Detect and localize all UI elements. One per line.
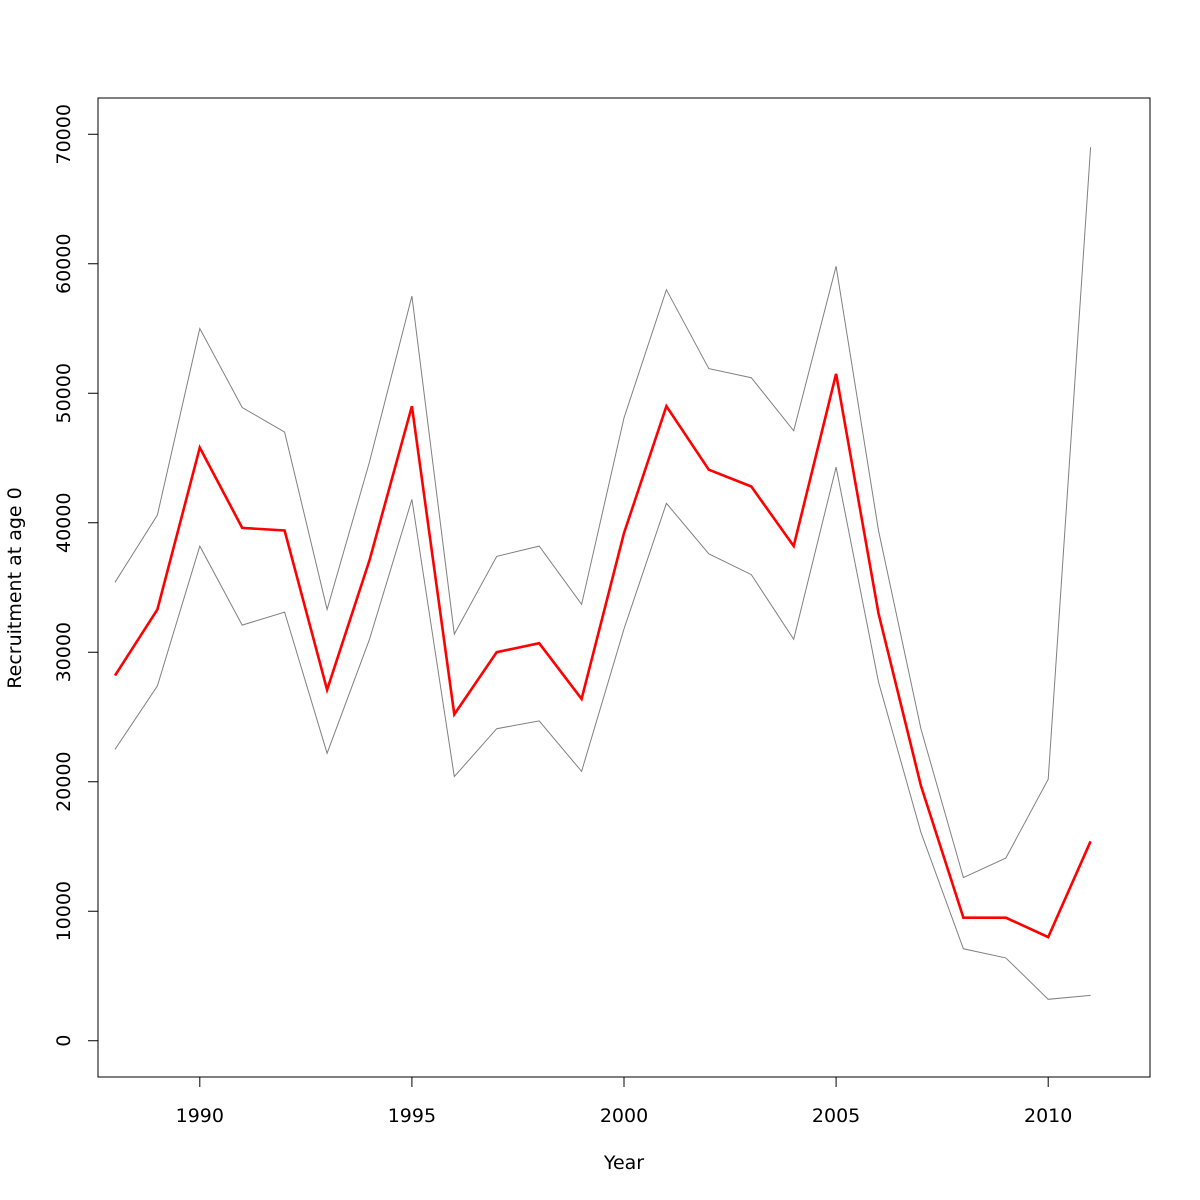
y-tick-label: 70000 <box>53 104 75 164</box>
plot-frame <box>97 97 1151 1078</box>
x-axis-title: Year <box>603 1152 644 1174</box>
x-tick-label: 1995 <box>388 1105 436 1127</box>
series-line-upper <box>114 147 1092 879</box>
x-tick-label: 2005 <box>812 1105 860 1127</box>
y-tick-label: 20000 <box>53 751 75 811</box>
y-axis-title: Recruitment at age 0 <box>4 487 26 688</box>
x-tick-label: 2010 <box>1024 1105 1072 1127</box>
y-tick-label: 60000 <box>53 234 75 294</box>
x-tick-label: 1990 <box>176 1105 224 1127</box>
x-tick-label: 2000 <box>600 1105 648 1127</box>
series-line-estimate <box>113 373 1092 939</box>
y-tick-label: 40000 <box>53 493 75 553</box>
y-tick-label: 50000 <box>53 363 75 423</box>
series-layer <box>113 147 1092 1000</box>
series-line-lower <box>114 466 1091 1000</box>
y-tick-label: 10000 <box>53 881 75 941</box>
y-axis: 0 10000 20000 30000 40000 50000 60000 70000 <box>53 104 98 1047</box>
y-tick-label: 0 <box>53 1035 75 1047</box>
x-axis: 1990 1995 2000 2005 2010 <box>176 1077 1072 1127</box>
y-tick-label: 30000 <box>53 622 75 682</box>
